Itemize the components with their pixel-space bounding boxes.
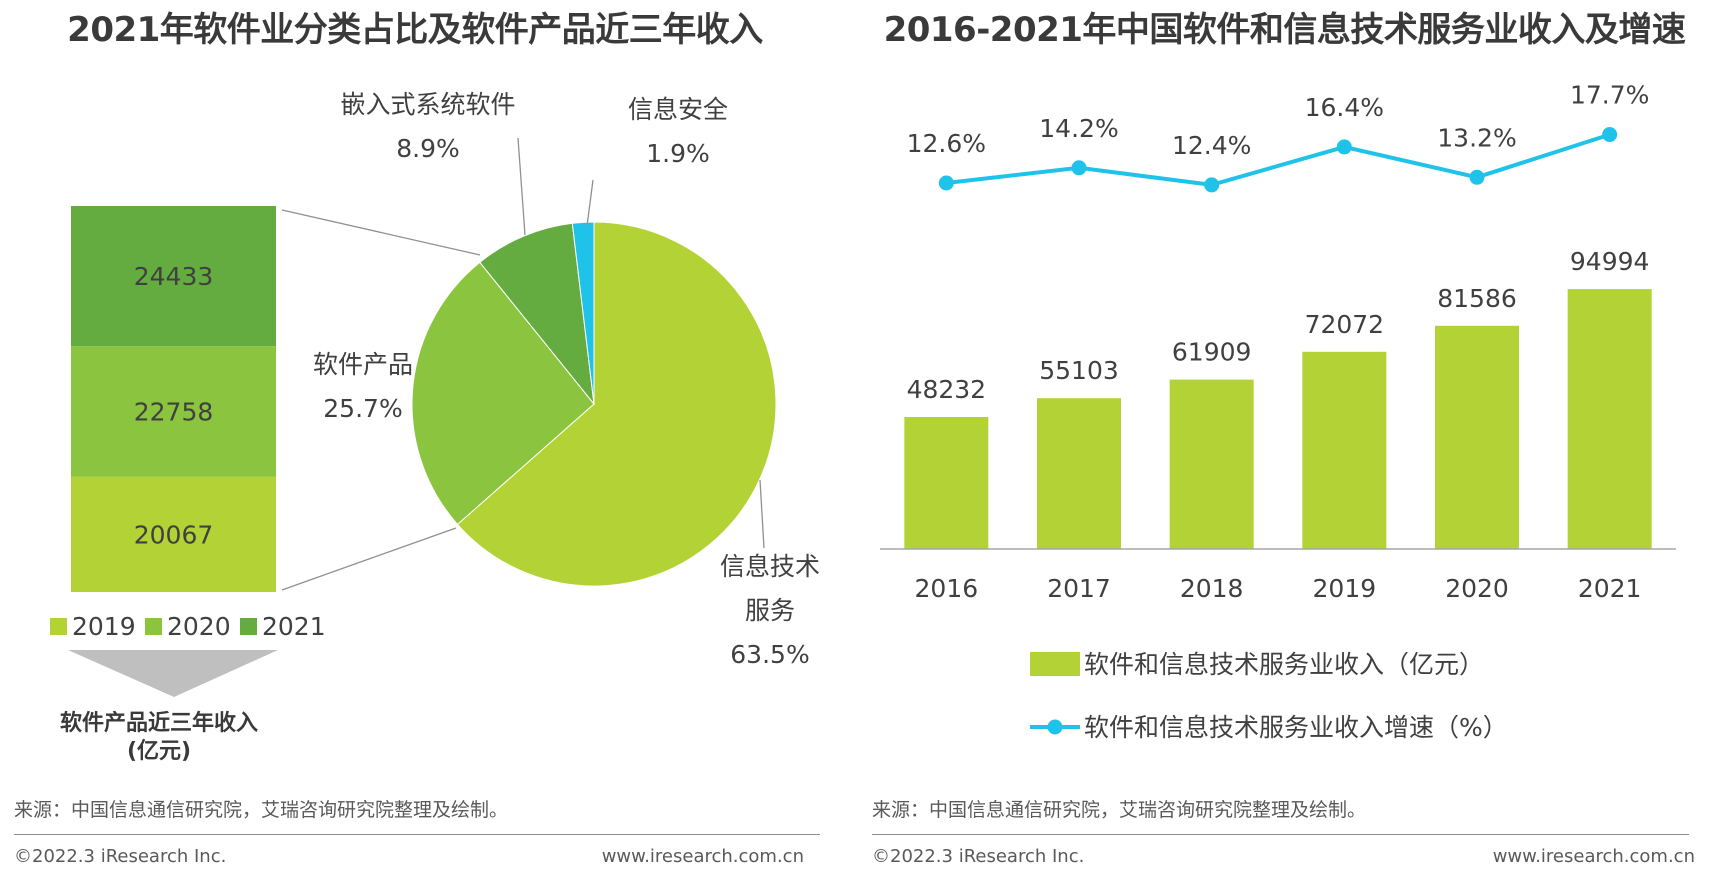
pie-slice-2: [479, 222, 595, 406]
revenue-bar-2018: [1169, 379, 1254, 549]
stacked-bar-value-label-2020: 22758: [134, 398, 214, 427]
stacked-bar-value-label-2021: 24433: [134, 262, 214, 291]
growth-rate-line: [946, 132, 1611, 187]
growth-value-label-2016: 12.6%: [907, 129, 986, 158]
growth-value-label-2019: 16.4%: [1305, 93, 1384, 122]
right-website-link[interactable]: www.iresearch.com.cn: [1492, 846, 1695, 867]
growth-point-2020: [1469, 169, 1485, 185]
pie-slice-0: [456, 221, 777, 587]
caption-line-1: 软件产品近三年收入: [59, 711, 258, 736]
right-copyright: ©2022.3 iResearch Inc.: [872, 846, 1085, 867]
pie-value-label-2: 8.9%: [396, 134, 460, 163]
growth-value-label-2018: 12.4%: [1172, 131, 1251, 160]
legend-line-marker: [1047, 719, 1063, 735]
revenue-bar-2020: [1435, 325, 1519, 549]
x-tick-label-2018: 2018: [1180, 574, 1244, 603]
left-panel: 2021年软件业分类占比及软件产品近三年收入 20067 22758 24433 20…: [0, 0, 830, 871]
legend-swatch-2020: [145, 618, 162, 635]
revenue-bar-line-chart: 48232 2016 55103 2017 61909 2018 72072 2019 8158…: [880, 81, 1676, 742]
stacked-bar-segment-2019: [71, 476, 276, 592]
legend-label-2019: 2019: [72, 612, 136, 641]
pie-slice-1: [411, 261, 595, 526]
pie-value-label-0: 63.5%: [730, 640, 809, 669]
x-tick-label-2016: 2016: [915, 574, 979, 603]
growth-point-2017: [1071, 160, 1087, 176]
legend-label-2021: 2021: [262, 612, 326, 641]
revenue-bar-2017: [1037, 398, 1121, 549]
revenue-bar-2021: [1567, 289, 1652, 549]
growth-point-2019: [1336, 139, 1352, 155]
growth-value-label-2021: 17.7%: [1570, 81, 1649, 110]
legend-label-2020: 2020: [167, 612, 231, 641]
revenue-value-label-2018: 61909: [1172, 338, 1252, 367]
growth-point-2021: [1602, 127, 1618, 143]
revenue-value-label-2016: 48232: [907, 375, 987, 404]
legend-bar-label: 软件和信息技术服务业收入（亿元）: [1084, 650, 1484, 679]
caption-line-2: (亿元): [126, 739, 192, 764]
leader-line-security: [586, 179, 594, 227]
pie-label-2-line-0: 嵌入式系统软件: [340, 90, 515, 119]
right-panel: 2016-2021年中国软件和信息技术服务业收入及增速 48232 2016 551…: [858, 0, 1711, 871]
pie-slice-3: [571, 221, 595, 405]
pie-label-0-line-0: 信息技术: [720, 552, 820, 581]
pie-and-stacked-bar-chart: 20067 22758 24433 2019 2020 2021 信息技术服务 63.5% 软件…: [50, 90, 820, 697]
leader-line-embedded: [517, 137, 526, 236]
stacked-bar-value-label-2019: 20067: [134, 520, 214, 549]
right-footer-divider: [872, 834, 1689, 835]
x-tick-label-2021: 2021: [1578, 574, 1642, 603]
stacked-bar-caption: 软件产品近三年收入 (亿元): [56, 710, 262, 766]
revenue-value-label-2017: 55103: [1039, 356, 1119, 385]
right-chart-title: 2016-2021年中国软件和信息技术服务业收入及增速: [883, 10, 1686, 50]
legend-bar-swatch: [1030, 652, 1080, 676]
x-tick-label-2019: 2019: [1313, 574, 1377, 603]
pie-value-label-3: 1.9%: [646, 139, 710, 168]
stacked-bar-segment-2021: [71, 206, 276, 347]
left-footer-divider: [14, 834, 820, 835]
legend-swatch-2021: [240, 618, 257, 635]
left-website-link[interactable]: www.iresearch.com.cn: [601, 846, 804, 867]
pie-label-0-line-1: 服务: [745, 596, 795, 625]
stacked-bar-segment-2020: [71, 346, 276, 477]
growth-point-2018: [1204, 177, 1220, 193]
growth-point-2016: [938, 175, 954, 191]
pie-value-label-1: 25.7%: [323, 394, 402, 423]
left-chart-title: 2021年软件业分类占比及软件产品近三年收入: [67, 10, 763, 50]
down-arrow-icon: [68, 650, 278, 697]
revenue-value-label-2020: 81586: [1437, 284, 1517, 313]
x-tick-label-2017: 2017: [1047, 574, 1111, 603]
legend-swatch-2019: [50, 618, 67, 635]
left-source-note: 来源：中国信息通信研究院，艾瑞咨询研究院整理及绘制。: [14, 799, 509, 821]
pie-label-1-line-0: 软件产品: [313, 350, 413, 379]
revenue-value-label-2021: 94994: [1570, 247, 1650, 276]
pie-label-3-line-0: 信息安全: [628, 95, 728, 124]
right-source-note: 来源：中国信息通信研究院，艾瑞咨询研究院整理及绘制。: [872, 799, 1367, 821]
revenue-value-label-2019: 72072: [1305, 310, 1385, 339]
leader-line-it-services: [759, 479, 765, 549]
connector-line-bottom: [281, 527, 457, 591]
left-copyright: ©2022.3 iResearch Inc.: [14, 846, 227, 867]
x-tick-label-2020: 2020: [1445, 574, 1509, 603]
growth-value-label-2020: 13.2%: [1437, 123, 1516, 152]
legend-line-label: 软件和信息技术服务业收入增速（%）: [1084, 713, 1508, 742]
growth-value-label-2017: 14.2%: [1039, 114, 1118, 143]
connector-line-top: [281, 209, 481, 256]
revenue-bar-2016: [904, 417, 989, 549]
revenue-bar-2019: [1302, 351, 1387, 549]
